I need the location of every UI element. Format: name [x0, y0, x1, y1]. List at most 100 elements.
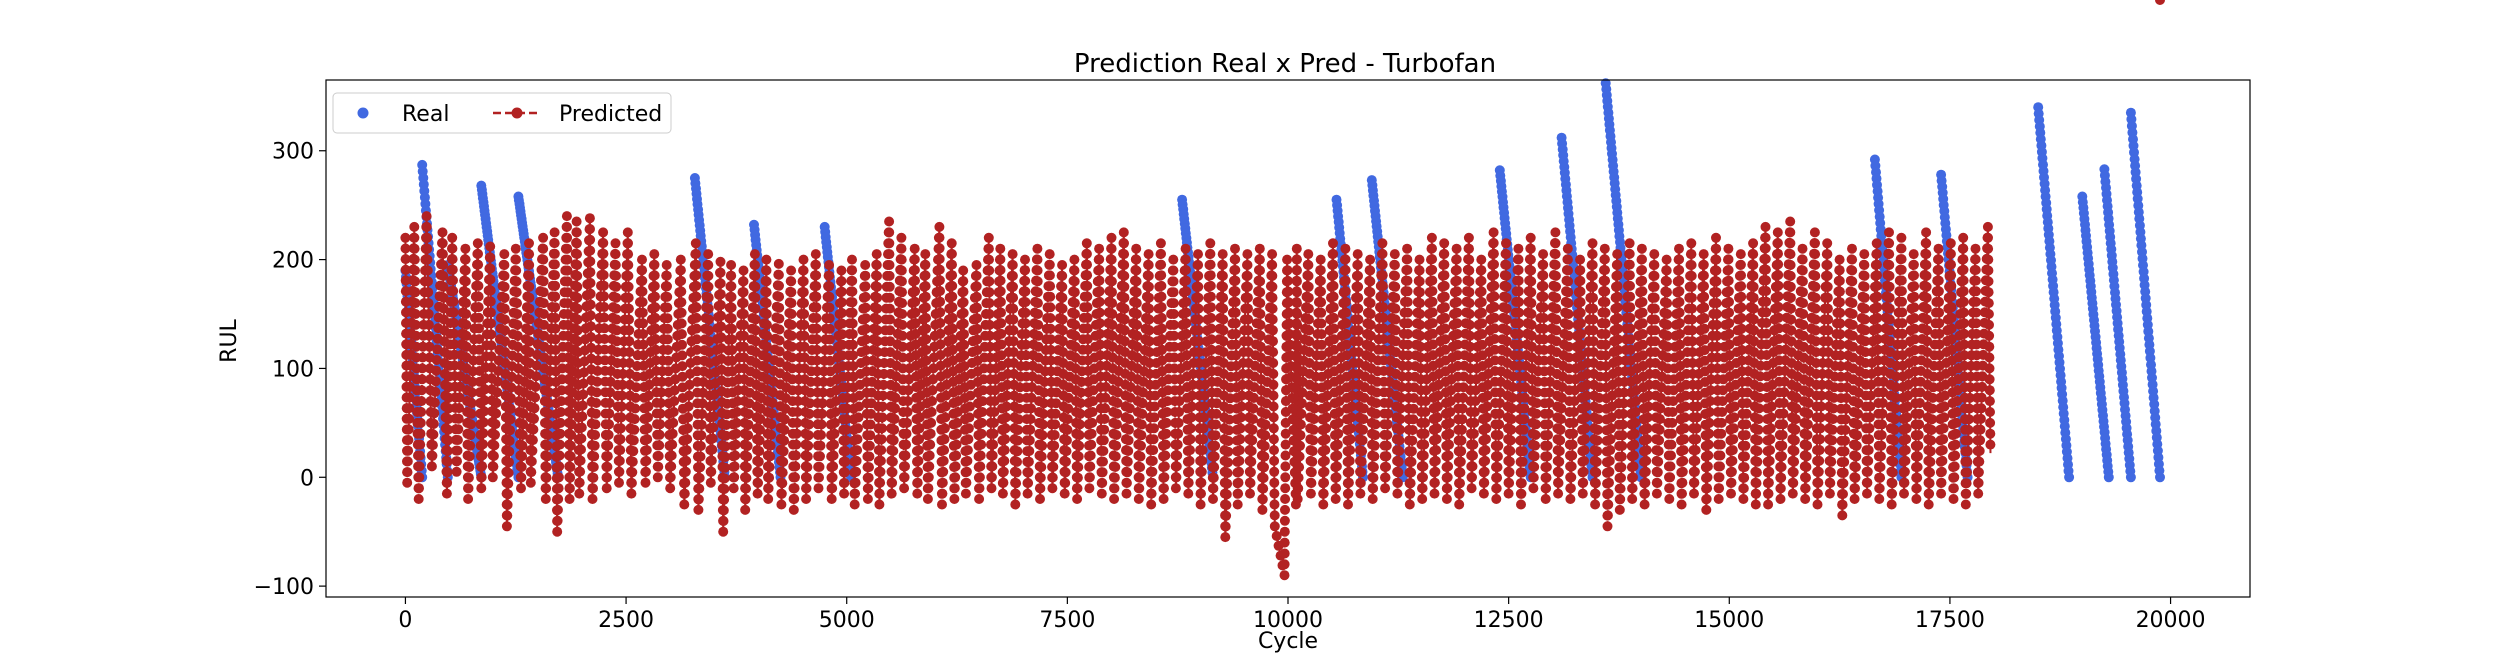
- predicted-point: [1234, 455, 1245, 466]
- predicted-point: [1119, 249, 1130, 260]
- predicted-point: [550, 312, 561, 323]
- predicted-point: [587, 494, 598, 504]
- predicted-point: [696, 419, 707, 430]
- predicted-point: [1341, 307, 1351, 318]
- predicted-point: [738, 309, 749, 319]
- predicted-point: [1307, 456, 1318, 467]
- predicted-point: [1303, 249, 1314, 260]
- predicted-point: [477, 450, 488, 461]
- predicted-point: [499, 270, 510, 281]
- predicted-point: [426, 461, 437, 472]
- predicted-point: [776, 499, 787, 510]
- predicted-point: [1267, 249, 1278, 260]
- predicted-point: [921, 313, 931, 323]
- predicted-point: [510, 243, 521, 254]
- predicted-point: [1429, 477, 1440, 488]
- predicted-point: [626, 488, 637, 499]
- predicted-point: [1159, 472, 1170, 483]
- predicted-point: [884, 260, 895, 270]
- predicted-point: [988, 439, 999, 450]
- predicted-point: [1222, 457, 1233, 468]
- predicted-point: [1242, 292, 1253, 303]
- predicted-point: [1230, 275, 1241, 286]
- predicted-point: [695, 441, 706, 451]
- predicted-point: [417, 363, 428, 374]
- predicted-point: [938, 466, 949, 477]
- predicted-point: [1232, 499, 1243, 510]
- predicted-point: [753, 456, 764, 467]
- predicted-point: [716, 310, 726, 321]
- predicted-point: [460, 265, 471, 276]
- predicted-point: [442, 446, 453, 456]
- predicted-point: [1242, 281, 1253, 292]
- predicted-point: [416, 396, 427, 407]
- predicted-point: [1147, 455, 1158, 466]
- predicted-point: [1365, 298, 1376, 309]
- predicted-point: [485, 241, 496, 252]
- predicted-point: [750, 325, 761, 336]
- predicted-point: [623, 249, 634, 260]
- predicted-point: [1119, 292, 1130, 303]
- predicted-point: [1269, 488, 1280, 499]
- predicted-point: [553, 494, 564, 504]
- predicted-point: [1418, 472, 1428, 483]
- predicted-point: [1331, 472, 1342, 483]
- predicted-point: [443, 414, 454, 424]
- predicted-point: [1377, 248, 1388, 259]
- predicted-point: [761, 319, 772, 330]
- predicted-point: [1062, 414, 1073, 425]
- predicted-point: [1268, 401, 1279, 412]
- predicted-point: [749, 249, 760, 260]
- predicted-point: [667, 439, 678, 450]
- predicted-point: [1343, 499, 1353, 510]
- predicted-point: [716, 321, 727, 332]
- predicted-point: [774, 313, 785, 324]
- predicted-point: [502, 510, 513, 521]
- predicted-point: [1100, 392, 1111, 403]
- predicted-point: [974, 472, 985, 483]
- predicted-point: [400, 264, 411, 275]
- predicted-point: [400, 243, 411, 254]
- predicted-point: [1023, 467, 1034, 478]
- predicted-point: [995, 254, 1006, 265]
- predicted-point: [1106, 243, 1117, 254]
- predicted-point: [730, 450, 741, 461]
- predicted-point: [460, 276, 471, 287]
- chart-title: Prediction Real x Pred - Turbofan: [1074, 49, 1496, 79]
- predicted-point: [885, 314, 895, 325]
- predicted-point: [743, 409, 754, 419]
- predicted-point: [447, 232, 458, 243]
- predicted-point: [1407, 435, 1418, 446]
- predicted-point: [489, 440, 500, 451]
- predicted-point: [409, 254, 420, 265]
- predicted-point: [1259, 462, 1269, 473]
- predicted-point: [565, 451, 576, 462]
- predicted-point: [986, 472, 997, 483]
- predicted-point: [1268, 434, 1279, 445]
- predicted-point: [602, 461, 613, 472]
- predicted-point: [576, 444, 586, 455]
- predicted-point: [920, 270, 931, 281]
- predicted-point: [438, 260, 449, 270]
- predicted-point: [1033, 341, 1044, 352]
- predicted-point: [561, 211, 572, 222]
- predicted-point: [1086, 428, 1097, 439]
- predicted-point: [754, 435, 765, 446]
- predicted-point: [422, 265, 433, 276]
- predicted-point: [1148, 445, 1159, 456]
- predicted-point: [1045, 313, 1056, 323]
- predicted-point: [896, 243, 907, 254]
- predicted-point: [1345, 445, 1356, 456]
- predicted-point: [1230, 297, 1241, 307]
- predicted-point: [1295, 430, 1306, 441]
- predicted-point: [1099, 424, 1110, 435]
- predicted-point: [996, 339, 1007, 350]
- predicted-point: [1131, 254, 1142, 265]
- predicted-point: [934, 243, 945, 254]
- predicted-point: [920, 249, 931, 260]
- predicted-point: [542, 430, 553, 440]
- predicted-point: [1293, 483, 1304, 494]
- predicted-point: [901, 439, 911, 450]
- predicted-point: [764, 462, 775, 472]
- predicted-point: [863, 472, 874, 483]
